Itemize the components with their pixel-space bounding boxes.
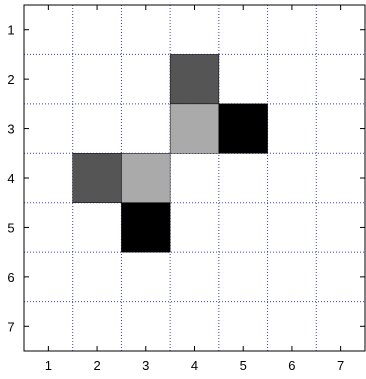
y-tick-label: 4: [7, 171, 14, 186]
x-tick-label: 4: [191, 358, 198, 373]
plot-area: 1 2 3 4 5 6 7 1 2 3 4 5 6 7: [7, 4, 366, 373]
y-tick-label: 1: [7, 23, 14, 38]
y-tick-label: 3: [7, 122, 14, 137]
y-tick-label: 6: [7, 270, 14, 285]
heatmap-cell: [121, 153, 171, 203]
heatmap-cell: [218, 103, 268, 154]
heatmap-cell: [121, 202, 171, 253]
x-tick-label: 3: [142, 358, 149, 373]
heatmap-cells: [72, 54, 268, 253]
y-tick-label: 5: [7, 220, 14, 235]
heatmap-cell: [72, 153, 122, 203]
y-tick-label: 2: [7, 72, 14, 87]
x-tick-label: 5: [240, 358, 247, 373]
heatmap-cell: [169, 103, 220, 154]
y-tick-label: 7: [7, 319, 14, 334]
x-tick-label: 2: [93, 358, 100, 373]
axis-ticks: 1 2 3 4 5 6 7 1 2 3 4 5 6 7: [7, 5, 365, 373]
x-tick-label: 7: [337, 358, 344, 373]
heatmap-cell: [169, 54, 220, 105]
x-tick-label: 1: [45, 358, 52, 373]
x-tick-label: 6: [288, 358, 295, 373]
